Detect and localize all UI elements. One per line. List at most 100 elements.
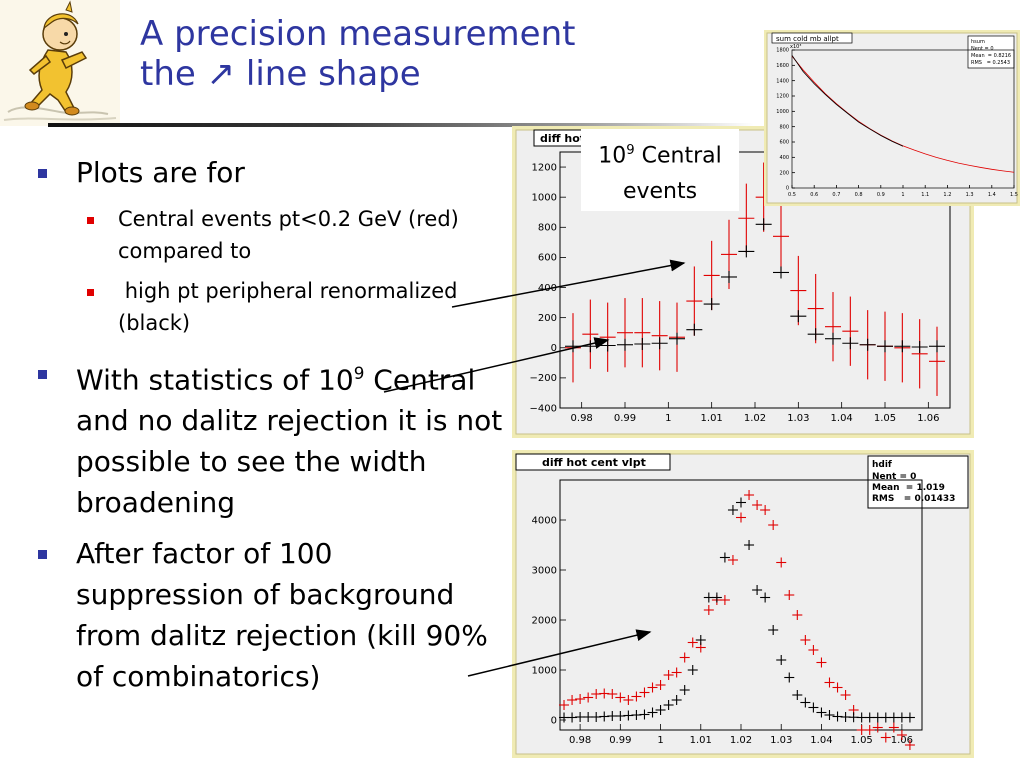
x-tick-label: 1.04 bbox=[810, 735, 832, 746]
data-point bbox=[744, 490, 755, 500]
plot3-y-multiplier: x10³ bbox=[790, 44, 801, 50]
y-tick-label: 0 bbox=[551, 343, 557, 354]
data-point bbox=[607, 689, 618, 699]
plot2-stats-name: hdif bbox=[872, 460, 892, 470]
callout-base: 10 bbox=[598, 143, 627, 169]
data-point bbox=[727, 555, 738, 565]
data-point bbox=[824, 677, 835, 688]
data-point bbox=[800, 635, 811, 645]
data-point bbox=[639, 687, 650, 698]
data-point bbox=[617, 298, 633, 368]
y-tick-label: 200 bbox=[779, 170, 789, 176]
x-tick-label: 0.5 bbox=[788, 192, 796, 198]
data-point bbox=[679, 652, 690, 663]
y-tick-label: 1400 bbox=[776, 78, 789, 84]
sub-bullet-central-events: Central events pt<0.2 GeV (red) compared… bbox=[36, 203, 506, 267]
data-point bbox=[824, 710, 835, 720]
data-point bbox=[736, 512, 746, 523]
callout-central-events: 109 Central events bbox=[581, 129, 739, 211]
plot-diff-hot-cent-vlpt: diff hot cent vlpt hdif Nent = 0 Mean = … bbox=[512, 450, 974, 758]
data-point bbox=[773, 266, 789, 279]
data-point bbox=[929, 326, 945, 396]
callout-line-1: 109 Central bbox=[581, 133, 739, 174]
data-point bbox=[671, 695, 682, 705]
plot3-stats-name: hsum bbox=[971, 39, 985, 45]
series-line bbox=[791, 55, 904, 147]
x-tick-label: 1.01 bbox=[690, 735, 712, 746]
y-tick-label: 800 bbox=[538, 223, 557, 234]
y-tick-label: −400 bbox=[530, 403, 557, 414]
data-point bbox=[859, 338, 876, 351]
data-point bbox=[807, 328, 824, 341]
plot3-stats-line: Nent = 0 bbox=[971, 46, 994, 52]
x-tick-label: 0.6 bbox=[810, 192, 818, 198]
data-point bbox=[617, 338, 633, 351]
x-tick-label: 1.03 bbox=[787, 413, 809, 424]
y-tick-label: 1200 bbox=[532, 162, 557, 173]
x-tick-label: 1.03 bbox=[770, 735, 792, 746]
data-point bbox=[776, 557, 787, 568]
x-tick-label: 1.1 bbox=[921, 192, 929, 198]
x-tick-label: 1 bbox=[665, 413, 671, 424]
sub-bullet-peripheral: high pt peripheral renormalized (black) bbox=[36, 275, 506, 339]
title-line-2: the ↗ line shape bbox=[140, 54, 421, 94]
data-point bbox=[669, 332, 685, 345]
data-point bbox=[721, 270, 737, 283]
y-tick-label: 1200 bbox=[776, 94, 789, 100]
x-tick-label: 0.8 bbox=[855, 192, 863, 198]
data-point bbox=[738, 183, 755, 253]
data-point bbox=[567, 695, 578, 705]
plot3-stats-line: RMS = 0.2543 bbox=[971, 60, 1010, 66]
y-tick-label: 400 bbox=[538, 283, 557, 294]
data-point bbox=[825, 292, 841, 362]
data-point bbox=[816, 707, 827, 718]
data-point bbox=[929, 340, 945, 353]
callout-rest: Central bbox=[634, 143, 722, 169]
data-point bbox=[792, 610, 803, 620]
x-tick-label: 1.06 bbox=[917, 413, 939, 424]
data-point bbox=[790, 310, 807, 323]
x-tick-label: 1.04 bbox=[831, 413, 853, 424]
y-tick-label: 0 bbox=[551, 715, 557, 726]
data-point bbox=[760, 592, 771, 603]
x-tick-label: 1.05 bbox=[874, 413, 896, 424]
data-point bbox=[911, 341, 928, 354]
bullet-list: Plots are for Central events pt<0.2 GeV … bbox=[36, 152, 506, 707]
data-point bbox=[663, 670, 674, 680]
bullet-suppression: After factor of 100 suppression of backg… bbox=[36, 533, 506, 697]
data-point bbox=[784, 672, 795, 683]
y-tick-label: 1000 bbox=[776, 109, 789, 115]
data-point bbox=[896, 730, 907, 740]
bullet-plots-are-for: Plots are for bbox=[36, 152, 506, 193]
bullet-text-post: Central and no dalitz rejection it is no… bbox=[76, 363, 512, 520]
bullet-text-pre: With statistics of 10 bbox=[76, 363, 354, 397]
x-tick-label: 0.98 bbox=[571, 413, 593, 424]
y-tick-label: 1000 bbox=[532, 193, 557, 204]
plot-sum-cold-mb-allpt: sum cold mb allpt hsum Nent = 0 Mean = 0… bbox=[764, 30, 1020, 206]
x-tick-label: 1.02 bbox=[744, 413, 766, 424]
bullet-square-icon bbox=[38, 550, 47, 560]
data-point bbox=[816, 657, 827, 668]
x-tick-label: 0.7 bbox=[832, 192, 840, 198]
y-tick-label: −200 bbox=[530, 373, 557, 384]
data-point bbox=[583, 692, 594, 703]
data-point bbox=[773, 201, 789, 271]
data-point bbox=[744, 540, 755, 550]
plot2-stats-box: hdif Nent = 0 Mean = 1.019 RMS = 0.01433 bbox=[867, 455, 969, 509]
data-point bbox=[832, 682, 843, 693]
data-point bbox=[655, 705, 666, 715]
x-tick-label: 1 bbox=[901, 192, 904, 198]
y-tick-label: 200 bbox=[538, 313, 557, 324]
plot2-stats-line: RMS = 0.01433 bbox=[872, 494, 955, 504]
data-point bbox=[880, 732, 891, 743]
data-point bbox=[888, 722, 899, 733]
y-tick-label: 600 bbox=[538, 253, 557, 264]
x-tick-label: 1.2 bbox=[943, 192, 951, 198]
y-tick-label: 3000 bbox=[532, 565, 557, 576]
data-point bbox=[840, 690, 851, 700]
data-point bbox=[623, 695, 634, 705]
data-point bbox=[631, 691, 642, 702]
plot2-title: diff hot cent vlpt bbox=[542, 456, 646, 469]
data-point bbox=[615, 692, 626, 703]
data-point bbox=[559, 700, 570, 710]
